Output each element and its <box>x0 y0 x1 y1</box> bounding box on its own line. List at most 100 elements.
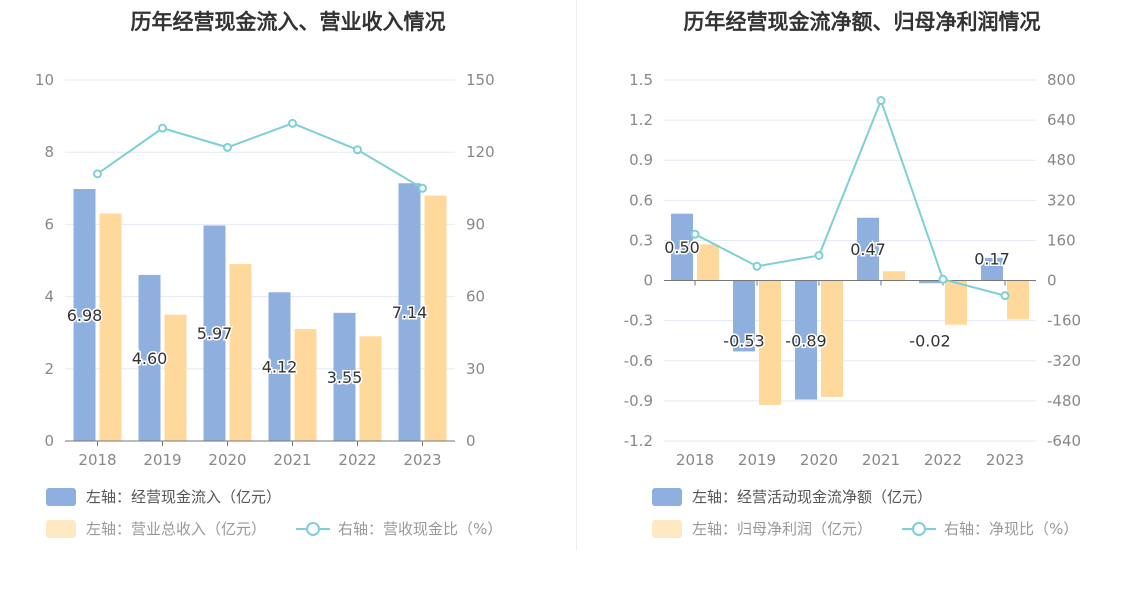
line-point <box>158 123 167 133</box>
chart-title: 历年经营现金流净额、归母净利润情况 <box>683 10 1041 34</box>
y-right-tick-label: 320 <box>1047 191 1076 209</box>
bar-data-label: 4.12 <box>262 358 298 377</box>
bar-left-primary <box>268 292 291 441</box>
y-left-tick-label: 8 <box>44 143 54 161</box>
bar-right-secondary <box>697 244 719 281</box>
legend-item-revenue-cash-ratio[interactable]: 右轴：营收现金比（%） <box>296 518 502 539</box>
line-point <box>223 142 232 152</box>
legend-item-revenue[interactable]: 左轴：营业总收入（亿元） <box>46 518 266 539</box>
bar-right-secondary <box>883 271 905 281</box>
bar-left-secondary <box>424 195 447 441</box>
bar-right-primary <box>733 280 755 352</box>
y-right-tick-label: 480 <box>1047 151 1076 169</box>
x-tick-label: 2021 <box>862 451 900 469</box>
line-point <box>752 261 762 271</box>
bar-left-primary <box>73 189 96 441</box>
y-left-tick-label: 1.2 <box>629 111 653 129</box>
x-tick-label: 2019 <box>143 451 181 469</box>
bar-right-secondary <box>759 280 781 405</box>
y-right-tick-label: -320 <box>1047 352 1081 370</box>
x-tick-label: 2022 <box>338 451 376 469</box>
y-left-tick-label: 0.6 <box>629 191 653 209</box>
bar-right-primary <box>857 217 879 281</box>
line-series <box>96 122 424 190</box>
y-left-tick-label: -1.2 <box>624 432 653 450</box>
y-left-tick-label: 0 <box>643 272 653 290</box>
legend-label: 左轴：经营活动现金流净额（亿元） <box>692 488 933 506</box>
bar-data-label: 0.47 <box>850 240 886 259</box>
x-tick-label: 2022 <box>924 451 962 469</box>
bar-right-primary <box>919 280 941 284</box>
x-tick-label: 2018 <box>676 451 714 469</box>
bar-data-label: -0.53 <box>723 332 764 351</box>
y-right-tick-label: 90 <box>466 215 485 233</box>
legend-item-net-cash-ratio[interactable]: 右轴：净现比（%） <box>902 518 1078 539</box>
line-point <box>690 229 700 239</box>
y-right-tick-label: 30 <box>466 360 485 378</box>
legend-item-cash-inflow[interactable]: 左轴：经营现金流入（亿元） <box>46 486 281 507</box>
line-point <box>876 96 886 106</box>
legend-item-net-profit[interactable]: 左轴：归母净利润（亿元） <box>652 518 872 539</box>
legend-label: 右轴：净现比（%） <box>944 520 1079 538</box>
chart-plot-area: -1.2 -0.9 -0.6 -0.3 0 0.3 0.6 0.9 1.2 1.5 -640 -480… <box>624 71 1081 469</box>
bar-data-label: -0.89 <box>785 332 826 351</box>
bar-data-label: 0.50 <box>664 238 700 257</box>
y-left-tick-label: 1.5 <box>629 71 653 89</box>
bar-left-primary <box>398 183 421 441</box>
blue-bar-swatch-icon <box>46 487 76 506</box>
bar-data-label: 4.60 <box>132 349 168 368</box>
bar-data-label: 3.55 <box>327 368 363 387</box>
x-tick-label: 2020 <box>800 451 838 469</box>
x-tick-label: 2021 <box>273 451 311 469</box>
y-left-tick-label: -0.9 <box>624 392 653 410</box>
chart-panel-cash-inflow-revenue: 历年经营现金流入、营业收入情况 0 2 4 6 8 10 0 30 60 90 120 150 2018… <box>35 10 502 539</box>
line-point <box>93 169 102 179</box>
line-point <box>353 145 362 155</box>
bar-right-secondary <box>821 280 843 397</box>
y-left-tick-label: 6 <box>44 215 54 233</box>
chart-title: 历年经营现金流入、营业收入情况 <box>130 10 446 34</box>
y-right-tick-label: -480 <box>1047 392 1081 410</box>
x-tick-label: 2020 <box>208 451 246 469</box>
bar-right-secondary <box>1007 280 1029 320</box>
y-right-tick-label: 640 <box>1047 111 1076 129</box>
x-tick-label: 2023 <box>986 451 1024 469</box>
chart-plot-area: 0 2 4 6 8 10 0 30 60 90 120 150 2018 2019 2020 2021 2022… <box>35 71 495 469</box>
panel-divider <box>576 0 577 550</box>
bar-data-label: 6.98 <box>67 306 103 325</box>
y-left-tick-label: -0.3 <box>624 312 653 330</box>
y-left-tick-label: 0.9 <box>629 151 653 169</box>
teal-line-circle-marker-icon <box>902 520 936 538</box>
orange-bar-swatch-icon <box>46 519 76 538</box>
bar-left-primary <box>203 225 226 441</box>
x-tick-label: 2023 <box>403 451 441 469</box>
bar-left-secondary <box>359 336 382 441</box>
line-point <box>1000 291 1010 301</box>
bar-right-primary <box>981 257 1003 281</box>
y-right-tick-label: 60 <box>466 288 485 306</box>
y-left-tick-label: 0.3 <box>629 231 653 249</box>
y-left-tick-label: 2 <box>44 360 54 378</box>
bar-left-secondary <box>99 213 122 441</box>
line-point <box>938 274 948 284</box>
bar-left-secondary <box>164 314 187 441</box>
legend-item-net-operating-cash-flow[interactable]: 左轴：经营活动现金流净额（亿元） <box>652 486 932 507</box>
line-point <box>418 183 427 193</box>
y-right-tick-label: 120 <box>466 143 495 161</box>
line-point <box>288 118 297 128</box>
y-right-tick-label: 0 <box>466 432 476 450</box>
bar-data-label: 7.14 <box>392 303 428 322</box>
y-right-tick-label: 150 <box>466 71 495 89</box>
y-left-tick-label: 0 <box>44 432 54 450</box>
x-tick-label: 2019 <box>738 451 776 469</box>
orange-bar-swatch-icon <box>652 519 682 538</box>
bar-data-label: -0.02 <box>909 332 950 351</box>
legend-label: 左轴：营业总收入（亿元） <box>86 520 267 538</box>
y-right-tick-label: -640 <box>1047 432 1081 450</box>
line-point <box>814 250 824 260</box>
bar-data-label: 0.17 <box>974 250 1010 269</box>
bar-right-secondary <box>945 280 967 325</box>
bar-left-secondary <box>229 264 252 441</box>
teal-line-circle-marker-icon <box>296 520 330 538</box>
y-right-tick-label: 800 <box>1047 71 1076 89</box>
